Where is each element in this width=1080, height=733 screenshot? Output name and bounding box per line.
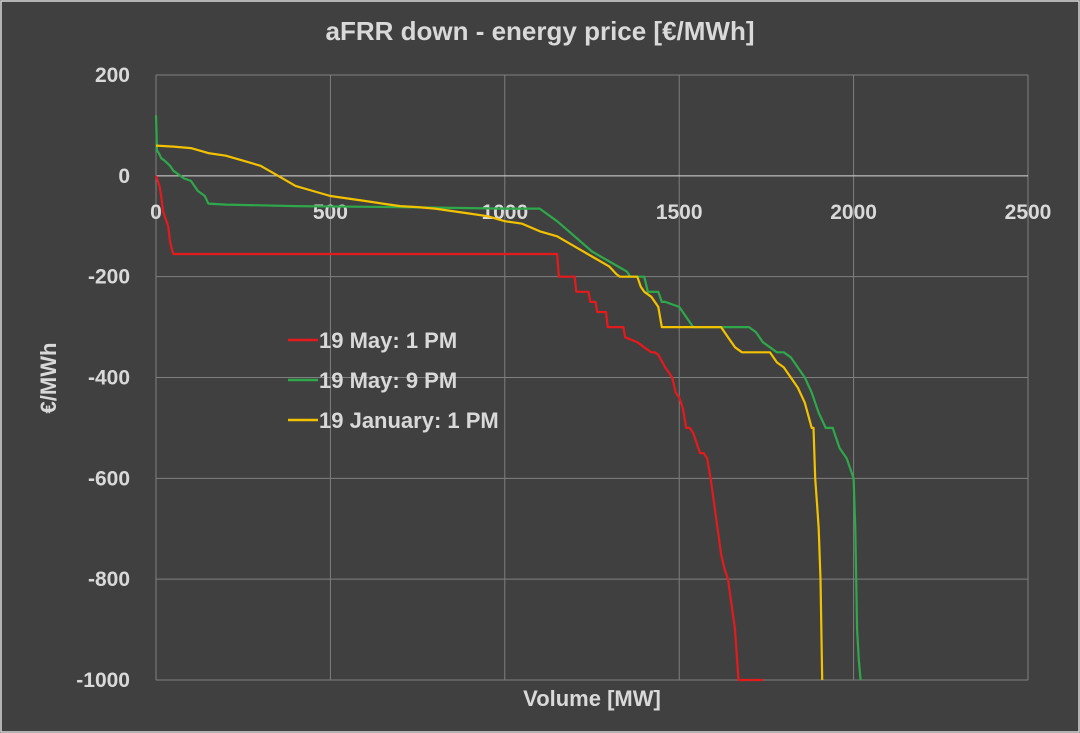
series-line-3 [155,144,824,681]
legend: 19 May: 1 PM 19 May: 9 PM 19 January: 1 PM [288,328,499,433]
y-tick-label: 200 [95,64,130,87]
y-tick-label: -1000 [76,669,130,692]
y-axis-ticks: 200 0 -200 -400 -600 -800 -1000 [76,64,130,692]
x-tick-label: 2000 [830,201,877,224]
y-tick-label: -200 [88,266,130,289]
y-axis-label: €/MWh [36,343,61,414]
legend-label: 19 May: 1 PM [319,328,457,353]
x-tick-label: 2500 [1005,201,1052,224]
x-tick-label: 0 [150,201,162,224]
legend-label: 19 January: 1 PM [319,408,499,433]
series-lines [154,115,862,682]
y-tick-label: -600 [88,467,130,490]
y-tick-label: 0 [118,165,130,188]
x-tick-label: 1500 [656,201,703,224]
x-axis-label: Volume [MW] [523,686,661,711]
x-axis-ticks: 0 500 1000 1500 2000 2500 [150,201,1051,224]
gridlines [155,74,1029,681]
y-tick-label: -800 [88,568,130,591]
series-line-2 [154,115,862,681]
chart-title: aFRR down - energy price [€/MWh] [325,16,754,46]
y-tick-label: -400 [88,367,130,390]
series-line-1 [154,175,763,682]
legend-label: 19 May: 9 PM [319,368,457,393]
x-tick-label: 500 [313,201,348,224]
